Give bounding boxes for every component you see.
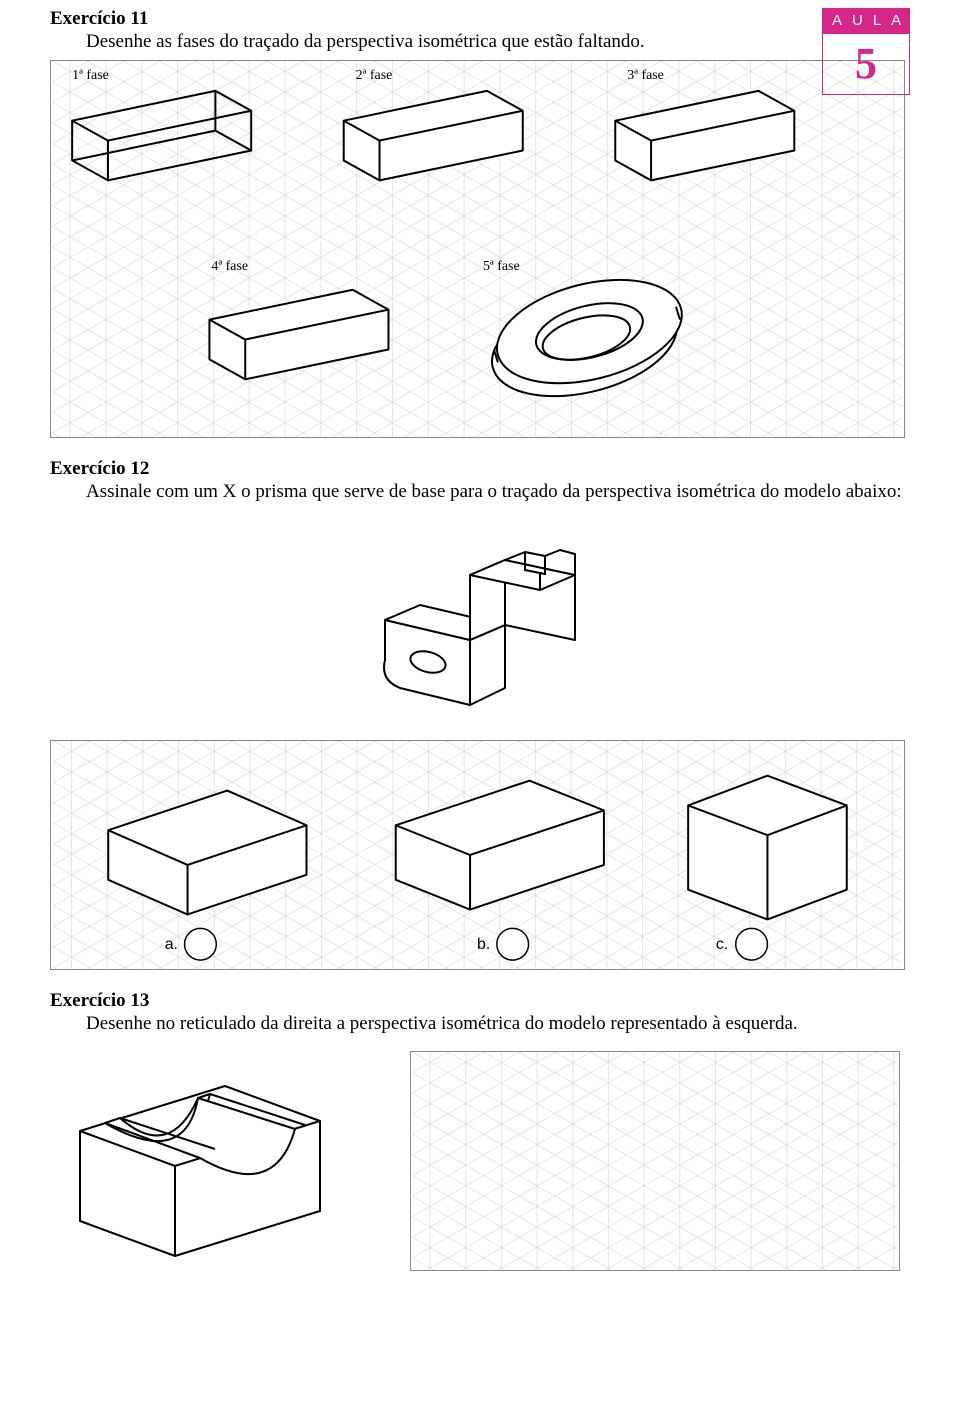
aula-number: 5 [822, 33, 910, 95]
exercise-13-title: Exercício 13 [50, 990, 149, 1011]
option-a-circle[interactable] [185, 928, 217, 960]
exercise-13: Exercício 13 Desenhe no reticulado da di… [50, 990, 910, 1036]
option-c-circle[interactable] [736, 928, 768, 960]
option-b-label: b. [477, 936, 490, 953]
exercise-12-options: a. b. c. [50, 740, 905, 970]
exercise-13-model [50, 1051, 370, 1271]
exercise-12-model [50, 520, 910, 710]
exercise-11-title: Exercício 11 [50, 8, 148, 29]
exercise-12: Exercício 12 Assinale com um X o prisma … [50, 458, 910, 504]
exercise-11-figure: 1ª fase 2ª fase 3ª fase 4ª fase 5ª fase [50, 60, 905, 438]
exercise-13-body: Desenhe no reticulado da direita a persp… [86, 1012, 910, 1036]
aula-label: AULA [822, 8, 910, 33]
option-b-circle[interactable] [497, 928, 529, 960]
option-a-label: a. [165, 936, 178, 953]
phase-1-label: 1ª fase [72, 68, 109, 83]
exercise-11-body: Desenhe as fases do traçado da perspecti… [86, 30, 910, 54]
exercise-13-figure [50, 1051, 910, 1271]
exercise-12-title: Exercício 12 [50, 458, 149, 479]
option-c-label: c. [716, 936, 728, 953]
phase-4-label: 4ª fase [211, 259, 248, 274]
option-c-prism [688, 775, 847, 919]
phase-3-label: 3ª fase [627, 68, 664, 83]
exercise-11: Exercício 11 Desenhe as fases do traçado… [50, 8, 910, 54]
exercise-13-grid[interactable] [410, 1051, 900, 1271]
aula-badge: AULA 5 [822, 8, 910, 95]
phase-2-label: 2ª fase [356, 68, 393, 83]
phase-5-label: 5ª fase [483, 259, 520, 274]
exercise-12-body: Assinale com um X o prisma que serve de … [86, 480, 910, 504]
